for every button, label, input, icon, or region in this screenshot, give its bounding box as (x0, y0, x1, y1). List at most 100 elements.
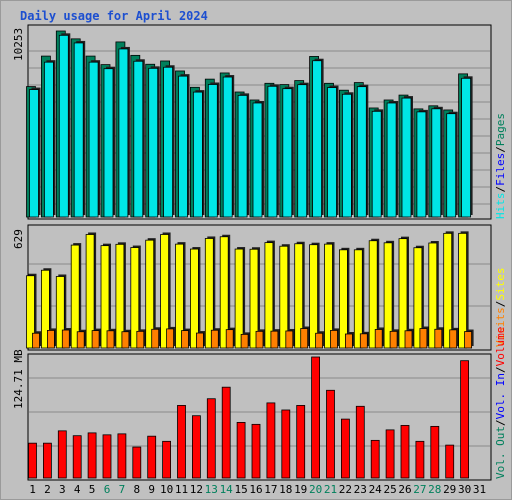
volume-bar (430, 425, 440, 479)
x-tick-label: 26 (398, 483, 411, 496)
legend-hits: Hits (494, 193, 507, 220)
files-bar (401, 97, 412, 218)
y-max-label-3: 124.71 MB (12, 349, 25, 409)
sites-bar (106, 330, 115, 349)
visits-bar (100, 245, 110, 349)
x-tick-label: 16 (249, 483, 262, 496)
visits-bar (26, 275, 35, 349)
x-tick-label: 13 (205, 483, 218, 496)
sites-bar (240, 333, 249, 349)
visits-bar (294, 243, 304, 349)
sites-bar (449, 329, 458, 349)
x-tick-label: 19 (294, 483, 307, 496)
visits-bar (204, 238, 214, 349)
x-tick-label: 31 (473, 483, 486, 496)
files-bar (148, 67, 159, 218)
x-tick-label: 10 (160, 483, 173, 496)
visits-bar (368, 240, 378, 349)
legend-separator: / (494, 186, 507, 193)
sites-bar (91, 330, 100, 349)
volume-bar (147, 435, 157, 479)
sites-bar (151, 328, 160, 349)
volume-bar (340, 418, 350, 479)
x-tick-label: 17 (264, 483, 277, 496)
visits-bar (383, 242, 393, 349)
x-tick-label: 3 (59, 483, 66, 496)
sites-bar (315, 332, 324, 349)
files-bar (118, 48, 129, 218)
sites-bar (136, 330, 145, 349)
sites-bar (195, 332, 204, 349)
files-bar (103, 68, 114, 218)
visits-bar (428, 242, 438, 349)
x-tick-label: 23 (354, 483, 367, 496)
sites-bar (210, 329, 219, 349)
visits-bar (458, 232, 468, 349)
volume-bar (400, 425, 410, 479)
volume-bar (415, 440, 425, 479)
x-tick-label: 9 (148, 483, 155, 496)
files-bar (446, 113, 457, 218)
visits-bar (309, 244, 319, 349)
legend-middle: Visits/Sites (494, 268, 507, 348)
files-bar (178, 75, 188, 218)
volume-bar (385, 429, 395, 479)
volume-bar (72, 435, 82, 479)
files-bar (461, 77, 472, 218)
files-bar (341, 93, 352, 218)
visits-bar (41, 269, 50, 349)
volume-bar (221, 386, 231, 479)
volume-bar (28, 442, 37, 479)
legend-top: Hits/Files/Pages (494, 113, 507, 219)
x-tick-label: 8 (133, 483, 140, 496)
files-bar (192, 91, 203, 218)
x-tick-label: 4 (74, 483, 81, 496)
sites-bar (166, 328, 175, 349)
sites-bar (255, 330, 264, 349)
files-bar (282, 88, 293, 218)
y-max-label-1: 10253 (12, 28, 25, 61)
visits-bar (413, 247, 423, 349)
volume-bar (102, 434, 112, 479)
volume-bar (206, 398, 216, 479)
x-tick-label: 5 (89, 483, 96, 496)
volume-bar (370, 439, 380, 479)
files-bar (163, 66, 174, 218)
visits-bar (160, 234, 170, 349)
x-tick-label: 14 (220, 483, 234, 496)
visits-bar (130, 247, 140, 349)
files-bar (431, 108, 442, 218)
sites-bar (344, 333, 353, 349)
x-tick-label: 28 (428, 483, 441, 496)
volume-bar (251, 423, 261, 479)
sites-bar (121, 331, 130, 349)
files-bar (73, 42, 84, 218)
x-tick-label: 11 (175, 483, 188, 496)
files-bar (207, 84, 218, 218)
volume-bar (177, 405, 186, 479)
volume-bar (43, 442, 52, 479)
visits-bar (443, 232, 453, 349)
files-bar (356, 86, 367, 218)
files-bar (222, 76, 233, 218)
sites-bar (225, 329, 234, 349)
sites-bar (300, 328, 309, 349)
files-bar (29, 89, 39, 218)
visits-bar (234, 248, 244, 349)
sites-bar (270, 330, 279, 349)
x-tick-label: 15 (234, 483, 247, 496)
volume-bar (236, 422, 246, 479)
sites-bar (374, 329, 383, 349)
x-tick-label: 25 (383, 483, 396, 496)
volume-bar (57, 430, 67, 479)
volume-bar (311, 356, 321, 479)
volume-bar (296, 405, 306, 479)
visits-bar (189, 248, 199, 349)
sites-bar (434, 328, 443, 349)
files-bar (133, 60, 144, 218)
volume-bar (162, 440, 172, 479)
sites-bar (47, 330, 55, 349)
x-tick-label: 6 (104, 483, 111, 496)
visits-bar (219, 236, 229, 349)
